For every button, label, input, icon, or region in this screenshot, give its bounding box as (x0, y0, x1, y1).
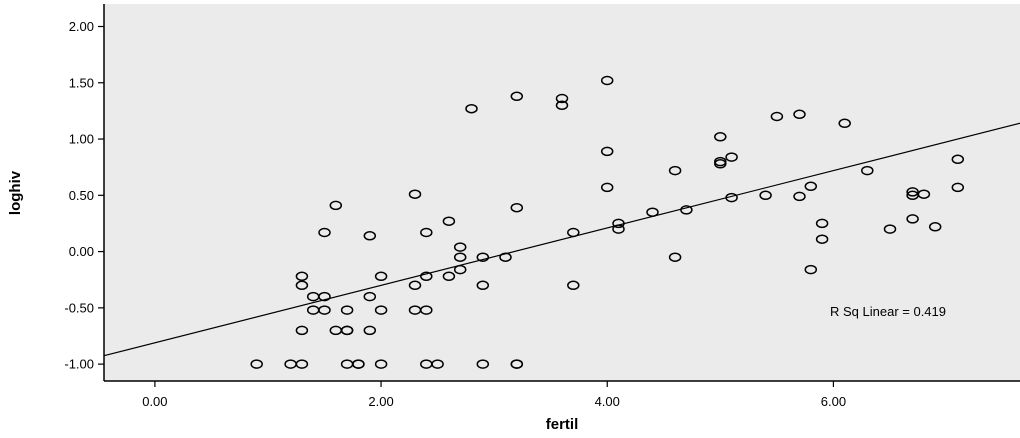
data-point (442, 271, 456, 282)
data-point (352, 359, 365, 369)
x-tick-label: 6.00 (821, 394, 846, 409)
data-point (928, 222, 942, 232)
data-point (861, 165, 874, 176)
data-point (725, 152, 738, 162)
data-point (453, 242, 467, 252)
y-tick-label: -0.50 (64, 300, 94, 315)
data-point (567, 280, 580, 291)
data-point (906, 214, 919, 224)
data-point (499, 252, 512, 262)
data-point (363, 325, 377, 336)
data-point (815, 234, 829, 244)
data-point (465, 103, 478, 114)
fit-line (103, 122, 1020, 357)
y-tick-label: 2.00 (69, 19, 94, 34)
data-point (363, 291, 377, 302)
data-point (329, 200, 343, 211)
data-point (804, 264, 818, 275)
data-point (250, 359, 263, 369)
data-point (917, 189, 931, 199)
data-point (476, 252, 490, 262)
data-point (600, 146, 614, 157)
data-point (318, 227, 331, 238)
data-point (714, 132, 727, 142)
data-point (374, 359, 388, 369)
data-point (793, 191, 806, 202)
y-tick-label: -1.00 (64, 357, 94, 372)
x-axis-title: fertil (546, 416, 579, 433)
y-axis-title: loghiv (7, 170, 24, 215)
data-point (668, 165, 682, 176)
data-point (453, 264, 467, 275)
data-point (600, 182, 614, 193)
data-point (420, 227, 433, 238)
data-point (408, 280, 422, 291)
data-point (510, 359, 524, 369)
data-point (555, 93, 569, 104)
data-point (431, 359, 444, 369)
data-point (476, 280, 490, 291)
data-point (906, 187, 919, 197)
data-point (374, 271, 388, 282)
data-point (453, 252, 467, 262)
data-point (838, 118, 851, 129)
data-point (793, 109, 806, 120)
data-point (510, 91, 524, 102)
data-point (714, 156, 727, 167)
data-point (804, 181, 818, 192)
y-tick-label: 1.50 (69, 75, 94, 90)
data-point (420, 305, 433, 315)
data-point (555, 100, 569, 111)
data-point (318, 305, 331, 315)
plot-background (104, 4, 1020, 381)
data-point (476, 359, 490, 369)
data-point (295, 325, 309, 336)
y-tick-label: 0.50 (69, 188, 94, 203)
data-point (295, 271, 309, 282)
data-point (510, 202, 524, 213)
data-point (306, 291, 320, 302)
data-point (680, 205, 693, 215)
data-point (668, 252, 682, 262)
data-point (340, 325, 354, 336)
data-point (951, 182, 965, 193)
data-point (725, 192, 738, 203)
data-point (612, 218, 625, 229)
data-point (408, 189, 422, 199)
data-point (567, 227, 580, 238)
data-point (420, 271, 433, 282)
data-point (646, 207, 659, 217)
data-point (815, 218, 829, 229)
data-point (295, 359, 309, 369)
data-point (340, 305, 354, 315)
data-point (374, 305, 388, 315)
data-point (363, 231, 377, 241)
data-point (612, 224, 625, 234)
y-tick-label: 1.00 (69, 132, 94, 147)
data-point (442, 216, 456, 226)
data-point (883, 224, 897, 234)
data-point (770, 111, 784, 122)
data-point (759, 190, 772, 201)
data-point (600, 75, 614, 86)
x-tick-label: 0.00 (142, 394, 167, 409)
y-tick-label: 0.00 (69, 244, 94, 259)
r-squared-annotation: R Sq Linear = 0.419 (830, 304, 946, 319)
data-point (295, 280, 309, 291)
x-tick-label: 2.00 (368, 394, 393, 409)
x-tick-label: 4.00 (595, 394, 620, 409)
data-point (951, 154, 965, 165)
